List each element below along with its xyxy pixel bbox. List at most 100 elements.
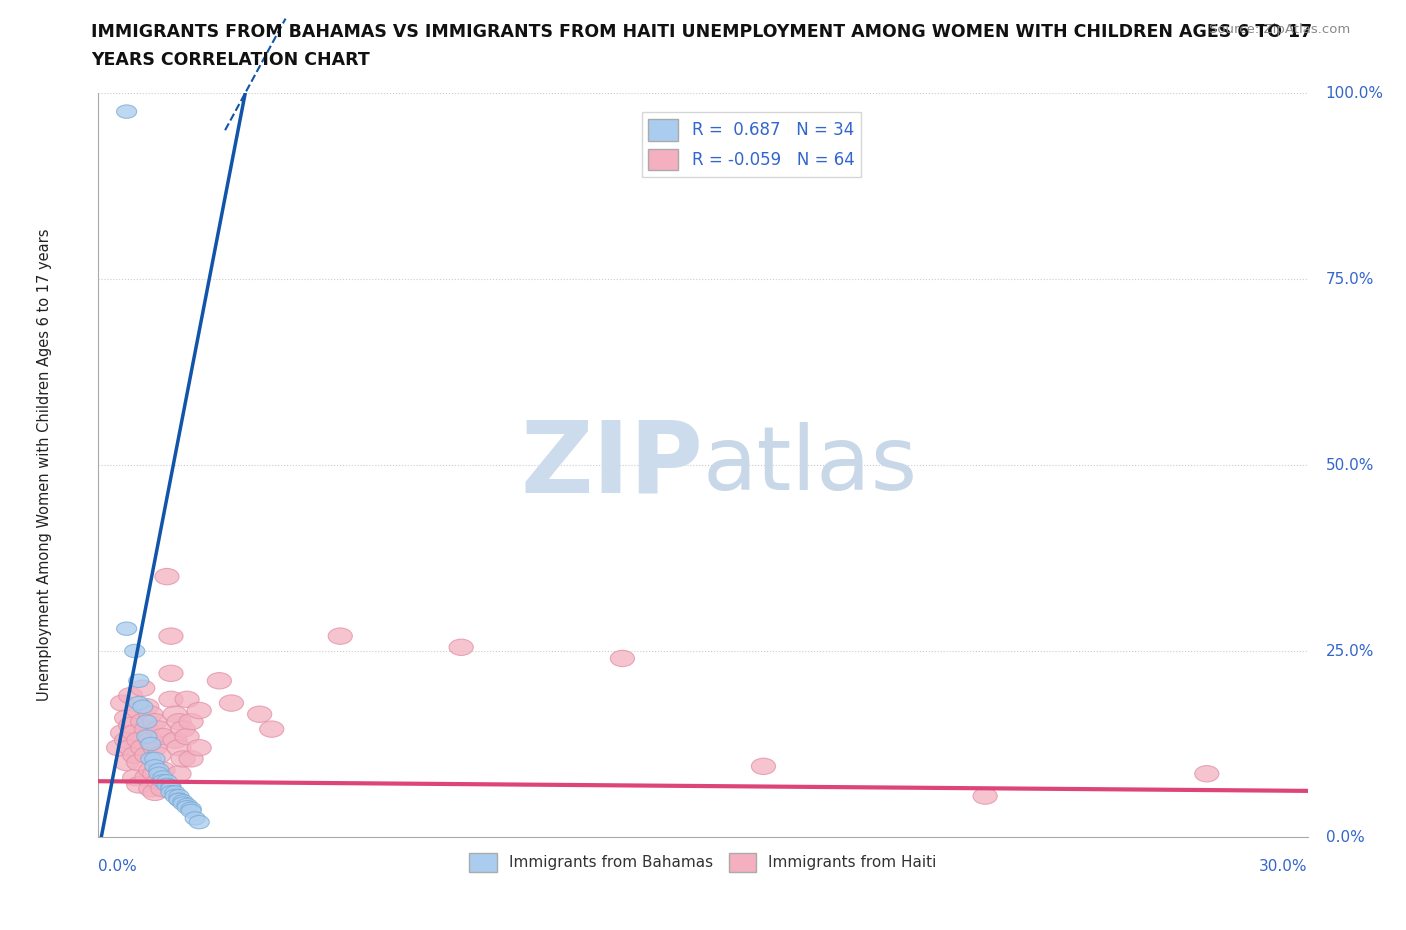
Ellipse shape xyxy=(114,732,139,749)
Ellipse shape xyxy=(118,739,143,756)
Text: 100.0%: 100.0% xyxy=(1326,86,1384,100)
Ellipse shape xyxy=(172,751,195,767)
Ellipse shape xyxy=(153,775,173,788)
Ellipse shape xyxy=(174,691,200,708)
Ellipse shape xyxy=(107,739,131,756)
Ellipse shape xyxy=(179,751,204,767)
Ellipse shape xyxy=(118,717,143,734)
Ellipse shape xyxy=(155,568,179,585)
Ellipse shape xyxy=(172,721,195,737)
Ellipse shape xyxy=(150,762,174,778)
Ellipse shape xyxy=(131,713,155,730)
Ellipse shape xyxy=(146,747,172,764)
Ellipse shape xyxy=(187,739,211,756)
Ellipse shape xyxy=(177,798,197,812)
Text: 0.0%: 0.0% xyxy=(1326,830,1364,844)
Ellipse shape xyxy=(145,760,165,773)
Ellipse shape xyxy=(129,697,149,710)
Ellipse shape xyxy=(139,706,163,723)
Text: 25.0%: 25.0% xyxy=(1326,644,1374,658)
Ellipse shape xyxy=(136,715,157,728)
Ellipse shape xyxy=(173,794,193,808)
Ellipse shape xyxy=(114,754,139,771)
Ellipse shape xyxy=(247,706,271,723)
Ellipse shape xyxy=(135,721,159,737)
Ellipse shape xyxy=(160,782,181,795)
Ellipse shape xyxy=(159,665,183,682)
Ellipse shape xyxy=(145,752,165,765)
Ellipse shape xyxy=(131,680,155,697)
Ellipse shape xyxy=(449,639,474,656)
Ellipse shape xyxy=(139,780,163,797)
Ellipse shape xyxy=(129,674,149,687)
Ellipse shape xyxy=(159,628,183,644)
Ellipse shape xyxy=(190,816,209,829)
Ellipse shape xyxy=(169,793,190,806)
Ellipse shape xyxy=(169,793,190,806)
Text: ZIP: ZIP xyxy=(520,417,703,513)
Ellipse shape xyxy=(117,105,136,118)
Ellipse shape xyxy=(111,724,135,741)
Ellipse shape xyxy=(187,702,211,719)
Ellipse shape xyxy=(139,732,163,749)
Ellipse shape xyxy=(135,747,159,764)
Ellipse shape xyxy=(143,784,167,801)
Ellipse shape xyxy=(153,771,173,784)
Ellipse shape xyxy=(181,804,201,817)
Ellipse shape xyxy=(179,713,204,730)
Legend: Immigrants from Bahamas, Immigrants from Haiti: Immigrants from Bahamas, Immigrants from… xyxy=(464,847,942,878)
Ellipse shape xyxy=(157,775,177,788)
Ellipse shape xyxy=(132,700,153,713)
Ellipse shape xyxy=(139,762,163,778)
Ellipse shape xyxy=(167,765,191,782)
Ellipse shape xyxy=(219,695,243,711)
Ellipse shape xyxy=(135,769,159,786)
Ellipse shape xyxy=(157,778,177,791)
Ellipse shape xyxy=(160,786,181,799)
Ellipse shape xyxy=(165,790,186,803)
Ellipse shape xyxy=(174,728,200,745)
Ellipse shape xyxy=(111,695,135,711)
Text: Unemployment Among Women with Children Ages 6 to 17 years: Unemployment Among Women with Children A… xyxy=(37,229,52,701)
Ellipse shape xyxy=(150,728,174,745)
Text: YEARS CORRELATION CHART: YEARS CORRELATION CHART xyxy=(91,51,370,69)
Ellipse shape xyxy=(127,702,150,719)
Ellipse shape xyxy=(122,724,146,741)
Text: 75.0%: 75.0% xyxy=(1326,272,1374,286)
Ellipse shape xyxy=(131,739,155,756)
Ellipse shape xyxy=(165,786,186,799)
Ellipse shape xyxy=(173,797,193,810)
Ellipse shape xyxy=(177,801,197,814)
Ellipse shape xyxy=(122,769,146,786)
Text: Source: ZipAtlas.com: Source: ZipAtlas.com xyxy=(1209,23,1350,36)
Ellipse shape xyxy=(141,737,160,751)
Ellipse shape xyxy=(141,752,160,765)
Ellipse shape xyxy=(159,691,183,708)
Text: IMMIGRANTS FROM BAHAMAS VS IMMIGRANTS FROM HAITI UNEMPLOYMENT AMONG WOMEN WITH C: IMMIGRANTS FROM BAHAMAS VS IMMIGRANTS FR… xyxy=(91,23,1313,41)
Ellipse shape xyxy=(160,779,181,793)
Ellipse shape xyxy=(167,739,191,756)
Ellipse shape xyxy=(973,788,997,804)
Ellipse shape xyxy=(127,754,150,771)
Ellipse shape xyxy=(136,730,157,743)
Ellipse shape xyxy=(181,802,201,816)
Ellipse shape xyxy=(127,732,150,749)
Ellipse shape xyxy=(122,747,146,764)
Text: 50.0%: 50.0% xyxy=(1326,458,1374,472)
Ellipse shape xyxy=(143,713,167,730)
Ellipse shape xyxy=(163,706,187,723)
Ellipse shape xyxy=(169,790,190,803)
Ellipse shape xyxy=(610,650,634,667)
Ellipse shape xyxy=(149,764,169,777)
Ellipse shape xyxy=(146,721,172,737)
Ellipse shape xyxy=(127,777,150,793)
Text: atlas: atlas xyxy=(703,421,918,509)
Text: 30.0%: 30.0% xyxy=(1260,859,1308,874)
Ellipse shape xyxy=(117,622,136,635)
Ellipse shape xyxy=(149,767,169,780)
Ellipse shape xyxy=(260,721,284,737)
Ellipse shape xyxy=(143,765,167,782)
Ellipse shape xyxy=(150,780,174,797)
Ellipse shape xyxy=(1195,765,1219,782)
Ellipse shape xyxy=(135,698,159,715)
